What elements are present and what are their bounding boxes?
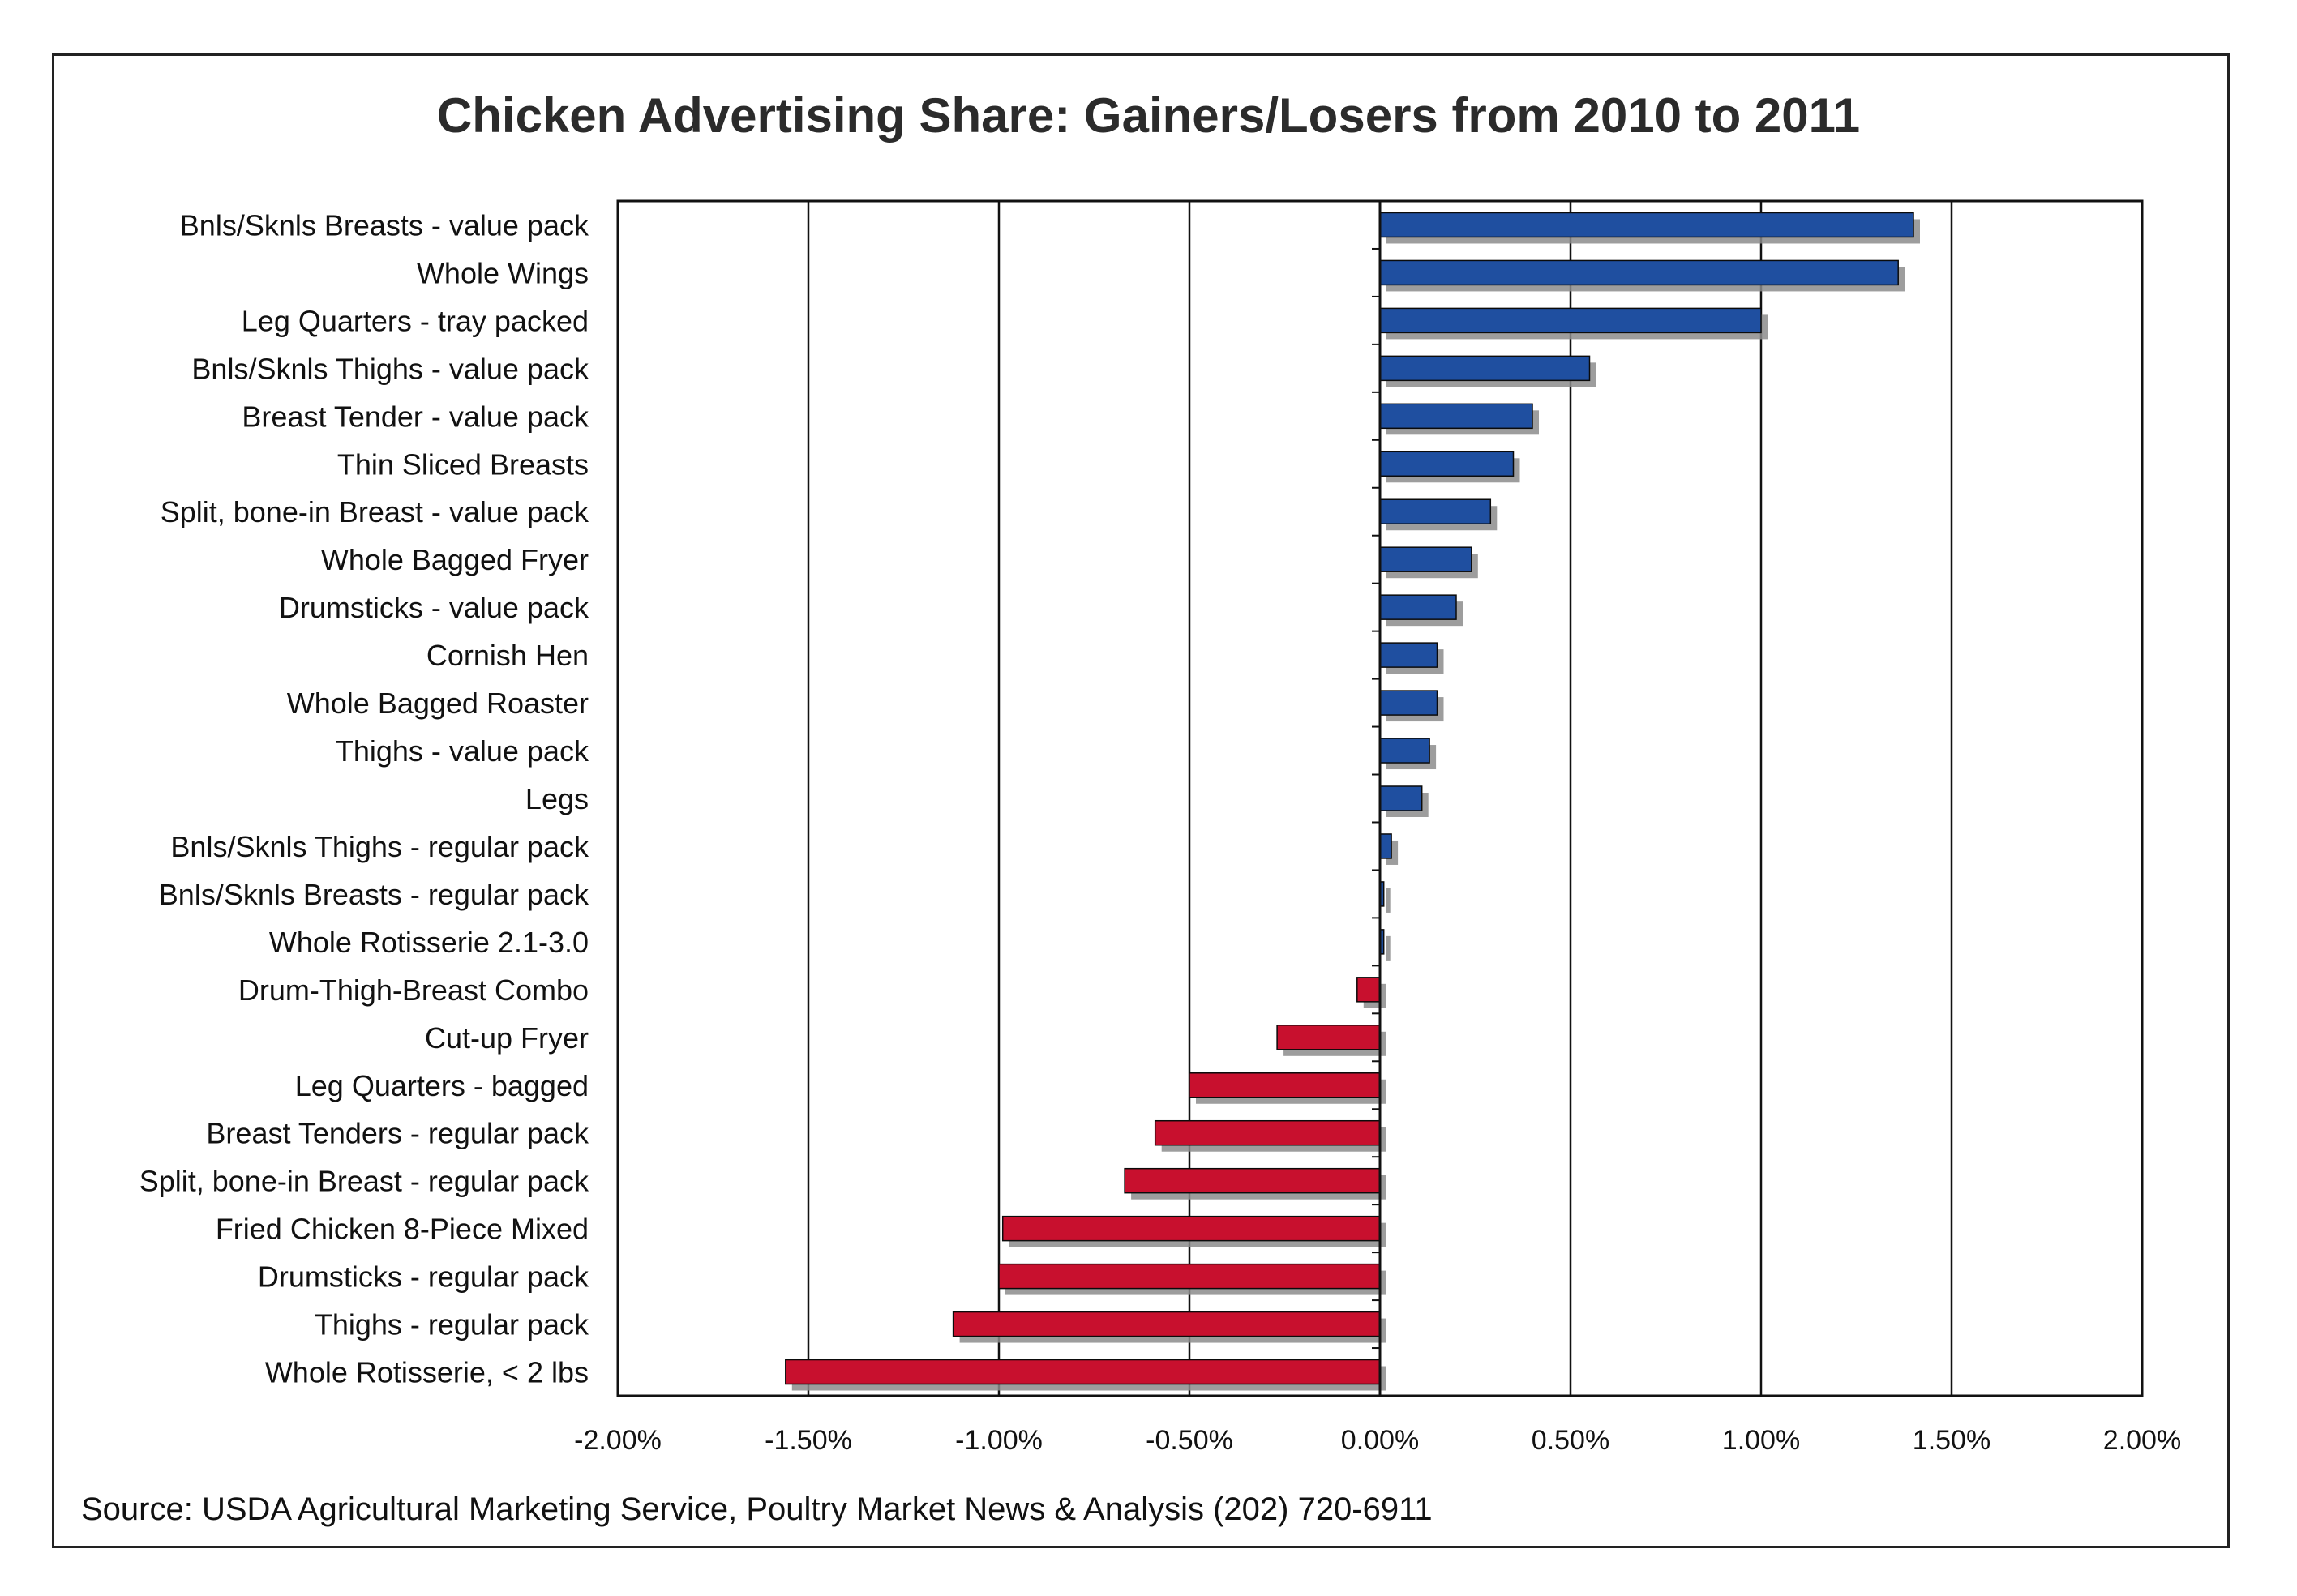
category-label: Breast Tender - value pack — [242, 400, 589, 433]
bar — [952, 1311, 1381, 1337]
bar — [1379, 259, 1899, 286]
category-label: Leg Quarters - bagged — [295, 1069, 589, 1102]
category-label: Bnls/Sknls Breasts - value pack — [180, 208, 589, 242]
bar — [1379, 355, 1591, 382]
bar — [1379, 642, 1438, 668]
category-label: Whole Rotisserie 2.1-3.0 — [269, 926, 589, 959]
bar — [1379, 738, 1430, 764]
category-label: Bnls/Sknls Thighs - regular pack — [170, 830, 589, 863]
x-tick-label: -2.00% — [574, 1425, 662, 1456]
bar — [1379, 546, 1472, 572]
bar — [998, 1263, 1381, 1290]
category-label: Split, bone-in Breast - regular pack — [139, 1165, 589, 1198]
category-label: Thighs - regular pack — [315, 1308, 589, 1341]
category-label: Drumsticks - regular pack — [258, 1260, 589, 1294]
bar — [1001, 1215, 1381, 1242]
category-label: Whole Bagged Fryer — [321, 543, 589, 576]
category-label: Whole Bagged Roaster — [287, 687, 589, 720]
category-label: Legs — [525, 782, 589, 815]
bar — [1154, 1119, 1381, 1146]
category-label: Drumsticks - value pack — [279, 591, 589, 624]
chart-frame — [52, 53, 2230, 1548]
category-label: Breast Tenders - regular pack — [206, 1117, 589, 1150]
bar — [1379, 690, 1438, 716]
bar — [1356, 977, 1381, 1003]
bar — [1379, 594, 1457, 620]
x-tick-label: 1.50% — [1913, 1425, 1991, 1456]
bar-shadow — [1386, 888, 1391, 913]
source-note: Source: USDA Agricultural Marketing Serv… — [81, 1491, 1433, 1527]
category-label: Cornish Hen — [426, 639, 589, 672]
bar-shadow — [1386, 935, 1391, 961]
x-tick-label: 1.00% — [1722, 1425, 1800, 1456]
category-label: Bnls/Sknls Thighs - value pack — [191, 352, 589, 385]
bar — [1276, 1025, 1381, 1050]
category-label: Cut-up Fryer — [425, 1021, 589, 1055]
x-tick-label: 0.00% — [1341, 1425, 1419, 1456]
x-tick-label: -1.50% — [765, 1425, 852, 1456]
category-label: Leg Quarters - tray packed — [242, 304, 589, 337]
category-label: Thighs - value pack — [336, 734, 589, 768]
chart-title: Chicken Advertising Share: Gainers/Loser… — [436, 88, 1861, 143]
bar — [1124, 1167, 1381, 1194]
bar — [785, 1359, 1381, 1385]
bar — [1379, 833, 1392, 859]
category-label: Bnls/Sknls Breasts - regular pack — [159, 878, 589, 911]
category-label: Split, bone-in Breast - value pack — [161, 495, 589, 528]
bar — [1379, 307, 1762, 334]
x-tick-label: -1.00% — [955, 1425, 1043, 1456]
bar — [1379, 212, 1914, 238]
x-tick-label: 2.00% — [2103, 1425, 2181, 1456]
category-label: Thin Sliced Breasts — [337, 447, 589, 481]
category-label: Drum-Thigh-Breast Combo — [238, 973, 589, 1007]
bar — [1189, 1072, 1381, 1098]
category-label: Fried Chicken 8-Piece Mixed — [216, 1213, 589, 1246]
bar — [1379, 451, 1515, 477]
bar — [1379, 403, 1533, 430]
bar — [1379, 498, 1492, 524]
bar — [1379, 785, 1423, 811]
category-label: Whole Rotisserie, < 2 lbs — [265, 1356, 589, 1389]
x-tick-label: 0.50% — [1532, 1425, 1609, 1456]
x-tick-label: -0.50% — [1146, 1425, 1233, 1456]
category-label: Whole Wings — [417, 256, 589, 289]
